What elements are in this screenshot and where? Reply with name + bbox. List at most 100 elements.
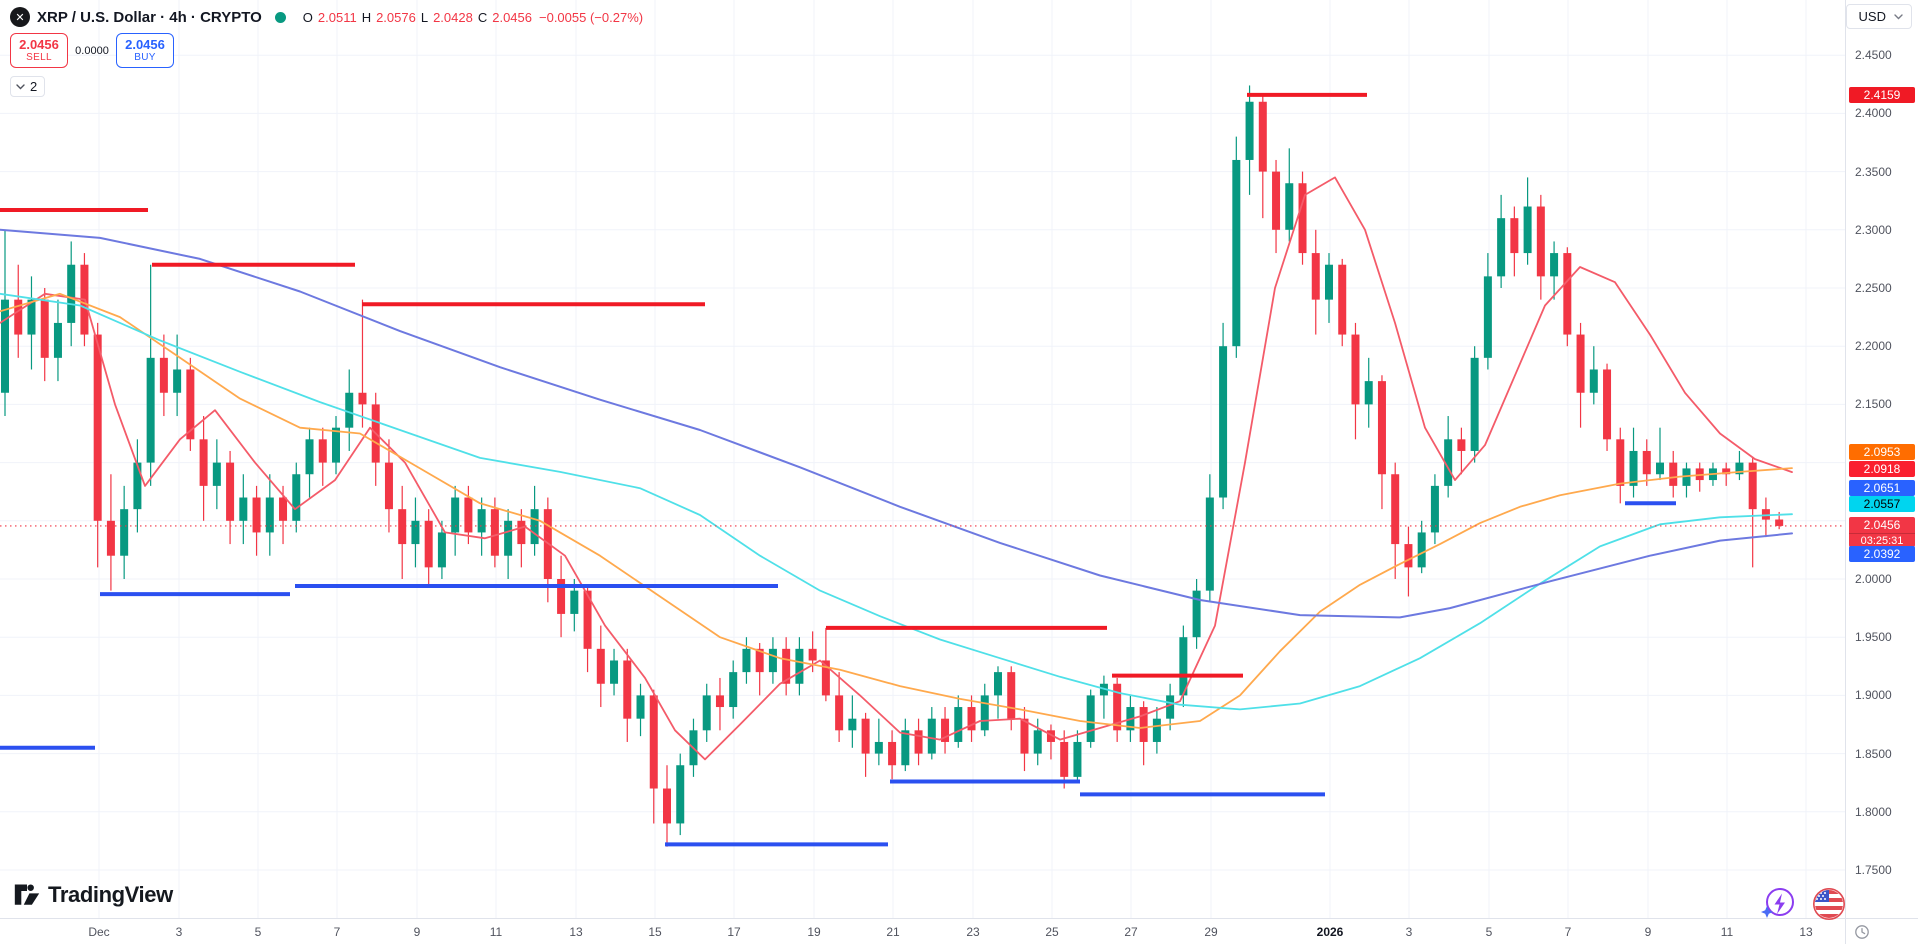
boost-lightning-icon[interactable]	[1758, 884, 1798, 929]
candle	[557, 579, 566, 614]
candle	[424, 520, 433, 568]
candle	[1404, 544, 1413, 568]
price-tag: 2.0651	[1849, 480, 1915, 496]
candle	[1682, 468, 1691, 486]
candle	[835, 695, 844, 731]
ma-cyan-line[interactable]	[0, 292, 1793, 711]
sell-label: SELL	[26, 52, 52, 64]
candle	[874, 741, 883, 754]
candle	[1285, 183, 1294, 230]
low-label: L	[420, 9, 429, 25]
price-axis[interactable]: 2.4500 2.4000 2.3500 2.3000 2.2500 2.2000 2.15…	[1845, 0, 1918, 918]
candle	[768, 648, 777, 673]
candle	[1060, 741, 1069, 777]
symbol-title[interactable]: XRP / U.S. Dollar · 4h · CRYPTO	[37, 8, 262, 26]
candle	[1272, 171, 1281, 230]
market-status-dot[interactable]	[274, 11, 286, 23]
candle	[941, 718, 950, 742]
candle	[636, 695, 645, 719]
timezone-clock-icon[interactable]	[1854, 924, 1870, 940]
candle	[1311, 253, 1320, 300]
candle	[1536, 206, 1545, 277]
candle	[1430, 485, 1439, 533]
candle	[1020, 718, 1029, 754]
candle	[610, 660, 619, 684]
candle	[583, 590, 592, 649]
candle	[623, 660, 632, 719]
candle	[1298, 183, 1307, 254]
candle	[729, 672, 738, 708]
candle	[1338, 264, 1347, 335]
candle	[490, 509, 499, 556]
candle	[305, 439, 314, 475]
ohlc-values: O 2.0511 H 2.0576 L 2.0428 C 2.0456 −0.0055 …	[303, 10, 643, 25]
indicators-collapse-button[interactable]: 2	[10, 76, 46, 97]
candle	[715, 695, 724, 708]
candle	[1, 299, 9, 393]
us-flag-icon[interactable]	[1811, 886, 1847, 927]
candle	[901, 730, 910, 766]
time-tick-label: 11	[489, 925, 503, 939]
buy-button[interactable]: 2.0456 BUY	[116, 33, 174, 68]
candle	[1166, 695, 1175, 719]
candle	[782, 648, 791, 684]
ma-orange-line[interactable]	[0, 292, 1793, 729]
candle	[1629, 450, 1638, 486]
buy-label: BUY	[134, 52, 156, 64]
bar-countdown: 03:25:31	[1849, 533, 1915, 548]
price-tick-label: 1.8000	[1855, 804, 1892, 819]
candle	[239, 497, 248, 521]
candle	[994, 672, 1002, 696]
price-tick-label: 2.2500	[1855, 281, 1892, 295]
ma-fast-red-line[interactable]	[0, 176, 1793, 761]
candle	[517, 520, 526, 545]
candle	[967, 707, 976, 731]
candle	[1046, 730, 1055, 742]
candle	[173, 369, 182, 393]
candle	[252, 497, 261, 533]
currency-label: USD	[1858, 9, 1886, 24]
candle	[1748, 462, 1757, 510]
tradingview-logo[interactable]: TradingView	[14, 882, 173, 908]
time-tick-label: 27	[1124, 925, 1138, 939]
candle	[464, 497, 473, 533]
candle	[1722, 468, 1731, 475]
candle	[1219, 346, 1228, 498]
low-value: 2.0428	[433, 9, 473, 25]
price-tick-label: 2.2000	[1855, 339, 1892, 354]
candle	[649, 695, 658, 789]
sell-button[interactable]: 2.0456 SELL	[10, 33, 68, 68]
time-tick-label: Dec	[88, 925, 110, 939]
candle	[67, 264, 76, 323]
plot-area[interactable]	[0, 0, 1845, 918]
candle	[226, 462, 235, 521]
candle	[530, 509, 539, 545]
candle	[861, 718, 870, 754]
time-tick-label: 17	[727, 925, 741, 939]
price-tag: 2.0918	[1849, 461, 1915, 477]
candle	[1497, 218, 1506, 277]
candle	[93, 334, 102, 521]
candle	[1364, 381, 1373, 405]
candle	[14, 299, 23, 335]
candle	[1523, 206, 1532, 254]
xrp-logo-icon: ✕	[10, 7, 30, 27]
candle	[1576, 334, 1585, 393]
price-tag: 2.4159	[1849, 87, 1915, 103]
time-axis[interactable]: Dec 3 5 7 9 11 13 15 17 19 21 23 25 27 29 2026 3 5 7 9 11 13	[0, 918, 1845, 944]
candle	[1351, 334, 1360, 405]
tradingview-logo-icon	[14, 884, 40, 905]
high-value: 2.0576	[376, 9, 416, 25]
spread-value: 0.0000	[75, 44, 109, 57]
candle	[1007, 672, 1016, 719]
currency-switcher-button[interactable]: USD	[1845, 4, 1912, 29]
candle	[1510, 218, 1519, 254]
time-tick-label: 29	[1204, 925, 1218, 939]
candle	[742, 648, 751, 673]
chevron-down-icon	[1894, 13, 1903, 19]
candle	[212, 462, 221, 486]
price-tick-label: 2.0000	[1855, 572, 1892, 586]
ma-indigo-line[interactable]	[0, 228, 1793, 619]
